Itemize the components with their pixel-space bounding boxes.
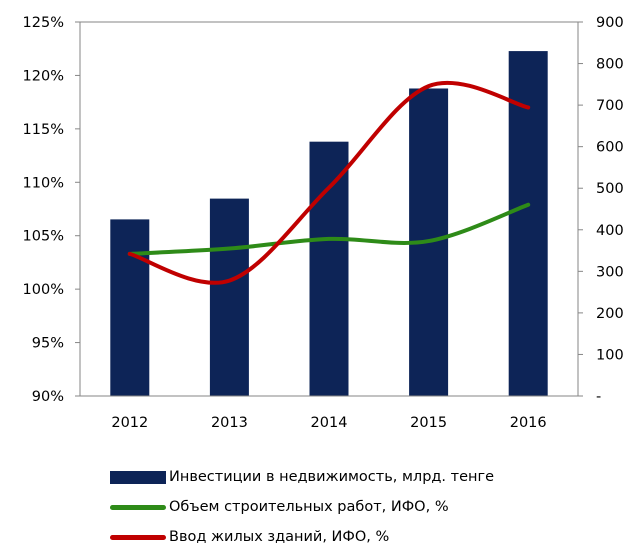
x-axis-tick-label: 2016: [510, 415, 547, 431]
left-axis-tick-label: 100%: [23, 282, 64, 298]
legend-label-investments: Инвестиции в недвижимость, млрд. тенге: [169, 469, 495, 485]
x-axis-tick-label: 2012: [111, 415, 148, 431]
legend-swatch-red-line: [110, 534, 166, 540]
legend: Инвестиции в недвижимость, млрд. тенге О…: [110, 462, 494, 552]
line-construction-volume: [127, 202, 531, 256]
left-axis-tick-label: 125%: [23, 15, 64, 31]
legend-swatch-bar: [110, 470, 166, 484]
lines-group: [127, 80, 531, 285]
legend-swatch-green-line: [110, 504, 166, 510]
x-axis-tick-label: 2013: [211, 415, 248, 431]
right-axis-tick-label: 600: [596, 140, 624, 156]
bar-2013: [209, 198, 249, 396]
chart: 90% 95% 100% 105% 110% 115% 120% 125% - 100 200 300…: [23, 15, 624, 431]
left-axis-tick-label: 115%: [23, 122, 64, 138]
right-axis-tick-label: 100: [596, 347, 624, 363]
legend-item-construction: Объем строительных работ, ИФО, %: [110, 492, 494, 522]
left-axis-tick-label: 90%: [32, 389, 64, 405]
x-axis-tick-label: 2015: [410, 415, 447, 431]
right-axis-tick-label: 900: [596, 15, 624, 31]
line-housing-commissioning: [127, 80, 531, 285]
right-axis-tick-label: 400: [596, 223, 624, 239]
legend-label-construction: Объем строительных работ, ИФО, %: [169, 499, 449, 515]
left-axis-tick-label: 110%: [23, 175, 64, 191]
bar-2012: [110, 219, 150, 396]
legend-item-housing: Ввод жилых зданий, ИФО, %: [110, 522, 494, 552]
right-axis-tick-label: 200: [596, 306, 624, 322]
plot-area-border: [79, 21, 579, 397]
left-axis-tick-label: 105%: [23, 229, 64, 245]
axes-group: [75, 21, 583, 397]
bar-2014: [309, 141, 349, 396]
right-axis-tick-label: 300: [596, 264, 624, 280]
tick-labels-group: 90% 95% 100% 105% 110% 115% 120% 125% - 100 200 300…: [23, 15, 624, 431]
right-axis-tick-label: 500: [596, 181, 624, 197]
x-axis-tick-label: 2014: [311, 415, 348, 431]
left-axis-tick-label: 95%: [32, 336, 64, 352]
legend-item-investments: Инвестиции в недвижимость, млрд. тенге: [110, 462, 494, 492]
right-axis-tick-label: 700: [596, 98, 624, 114]
right-axis-tick-label: 800: [596, 57, 624, 73]
legend-label-housing: Ввод жилых зданий, ИФО, %: [169, 529, 390, 545]
bars-group: [110, 51, 548, 396]
left-axis-tick-label: 120%: [23, 68, 64, 84]
right-axis-tick-label: -: [596, 389, 601, 405]
